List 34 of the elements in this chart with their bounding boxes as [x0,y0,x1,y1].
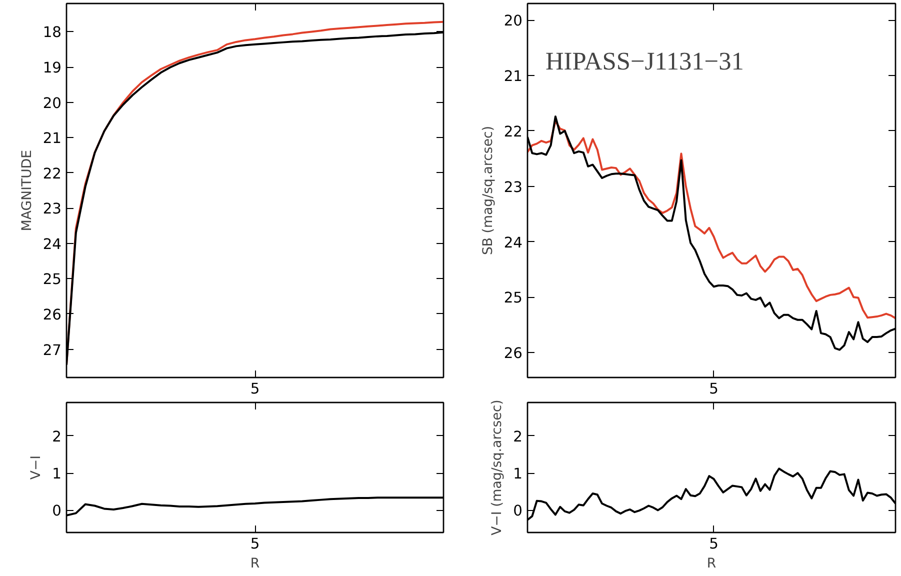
x-axis-title: R [706,556,716,572]
x-axis-title: R [250,556,260,572]
y-tick-label: 20 [504,12,523,30]
y-tick-label: 1 [513,466,523,483]
y-axis-title: SB (mag/sq.arcsec) [480,126,496,256]
y-tick-label: 21 [42,130,62,148]
y-tick-label: 2 [513,428,523,446]
y-tick-label: 26 [42,306,62,324]
x-tick-label: 5 [709,536,718,552]
y-tick-label: 24 [504,234,523,252]
y-axis-title: MAGNITUDE [20,150,35,232]
x-tick-label: 5 [709,380,718,398]
y-tick-label: 1 [52,466,62,483]
y-tick-label: 20 [42,94,62,112]
y-tick-label: 0 [52,502,62,520]
y-tick-label: 26 [504,345,523,362]
y-tick-label: 25 [42,271,62,288]
x-tick-label: 5 [250,536,260,552]
y-tick-label: 25 [504,290,523,307]
x-tick-label: 5 [250,380,260,398]
y-tick-label: 2 [52,428,62,446]
y-axis-title: V−I [29,455,44,480]
y-tick-label: 0 [513,502,523,520]
y-tick-label: 23 [504,178,523,196]
y-tick-label: 27 [42,342,62,359]
y-tick-label: 18 [42,24,62,42]
annotation: HIPASS−J1131−31 [546,48,744,76]
y-tick-label: 24 [42,236,62,253]
y-tick-label: 23 [42,200,62,218]
y-tick-label: 22 [504,123,523,140]
y-tick-label: 19 [42,60,62,77]
y-axis-title: V−I (mag/sq.arcsec) [490,400,506,536]
y-tick-label: 22 [42,165,62,182]
y-tick-label: 21 [504,68,523,86]
